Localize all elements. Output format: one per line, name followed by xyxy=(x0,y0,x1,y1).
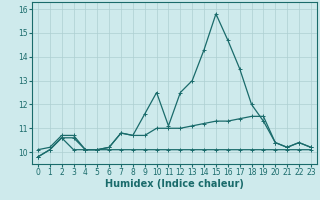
X-axis label: Humidex (Indice chaleur): Humidex (Indice chaleur) xyxy=(105,179,244,189)
